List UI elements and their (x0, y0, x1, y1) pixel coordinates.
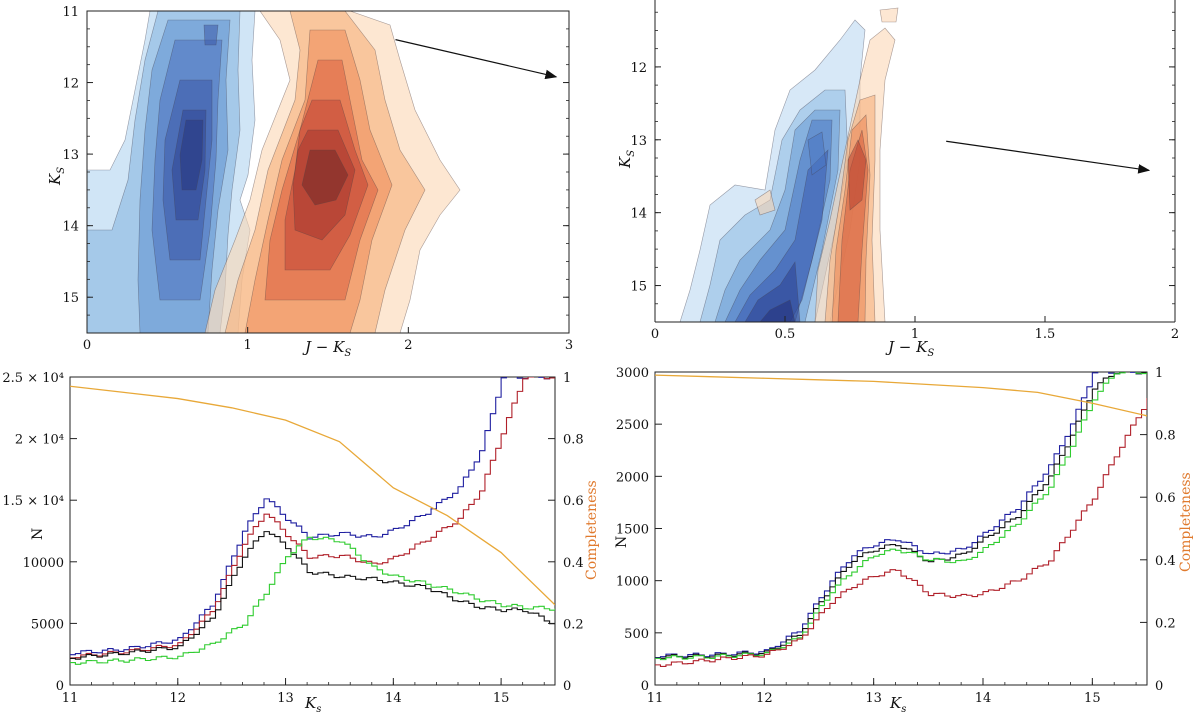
y-tick-label: 0 (56, 679, 64, 694)
y-tick-label: 12 (630, 61, 647, 76)
y2-tick-label: 0.4 (1155, 554, 1176, 569)
reddening-arrow-top-right (946, 140, 1151, 174)
y2-tick-label: 0.2 (563, 617, 584, 632)
histogram-series-line (655, 398, 1147, 668)
x-tick-label: 15 (1084, 691, 1101, 706)
reddening-arrow-top-left (395, 39, 558, 80)
x-tick-label: 2 (1171, 327, 1179, 342)
y-tick-label: 1500 (616, 523, 649, 538)
y-tick-label: 2 × 10⁴ (15, 433, 64, 448)
completeness-curve (70, 385, 555, 606)
x-tick-label: 3 (565, 338, 573, 353)
y2-tick-label: 0.2 (1155, 616, 1176, 631)
red-contours-top-right (754, 7, 899, 322)
x-tick-label: 1.5 (1035, 327, 1056, 342)
y2-tick-label: 0.8 (1155, 429, 1176, 444)
histogram-series-line (70, 531, 555, 660)
y2-tick-label: 1 (1155, 366, 1163, 381)
x-tick-label: 13 (277, 691, 294, 706)
x-tick-label: 14 (975, 691, 992, 706)
blue-contours-top-left (87, 11, 256, 333)
xlabel-bottom-right: Ks (889, 694, 906, 715)
xlabel-bottom-left: Ks (304, 694, 321, 715)
histogram-series-line (70, 377, 555, 659)
x-tick-label: 0.5 (775, 327, 796, 342)
red-contours-top-left (204, 11, 461, 333)
y-tick-label: 13 (62, 148, 79, 163)
y-tick-label: 500 (624, 627, 649, 642)
x-tick-label: 14 (385, 691, 402, 706)
panel-bottom-right-histogram: 11 12 13 14 15 0 500 1000 1500 2000 2500 3000 0 0.2 0.… (614, 366, 1194, 715)
histogram-series-line (70, 536, 555, 665)
y2-tick-label: 0.6 (563, 494, 584, 509)
plot-bottom-right (655, 372, 1147, 668)
y-tick-label: 14 (630, 207, 647, 222)
histogram-series-line (655, 372, 1147, 661)
y-tick-label: 12 (62, 77, 79, 92)
y-tick-label: 15 (62, 291, 79, 306)
y2-tick-label: 0 (1155, 679, 1163, 694)
x-tick-label: 15 (493, 691, 510, 706)
ylabel-bottom-left: N (30, 528, 46, 540)
x-tick-label: 0 (651, 327, 659, 342)
y-tick-label: 5000 (31, 617, 64, 632)
y-tick-label: 13 (630, 134, 647, 149)
axes-frame-bottom-right (654, 371, 1148, 686)
y-tick-label: 2500 (616, 418, 649, 433)
contour-layers-top-left (87, 11, 461, 333)
x-tick-label: 11 (647, 691, 664, 706)
x-tick-label: 13 (865, 691, 882, 706)
y-tick-label: 11 (62, 5, 79, 20)
y-tick-label: 0 (641, 679, 649, 694)
y-tick-label: 15 (630, 280, 647, 295)
x-tick-label: 11 (62, 691, 79, 706)
x-tick-label: 12 (170, 691, 187, 706)
ylabel-top-left: KS (46, 167, 67, 186)
panel-bottom-left-histogram: 11 12 13 14 15 0 5000 10000 1.5 × 10⁴ 2 × 10⁴ 2.5 … (2, 371, 600, 715)
ylabel-bottom-right: N (614, 536, 630, 548)
xlabel-top-left: J − KS (302, 338, 351, 359)
y-tick-label: 2.5 × 10⁴ (2, 371, 64, 386)
y2-tick-label: 0.6 (1155, 491, 1176, 506)
contour-layers-top-right (679, 7, 899, 322)
x-tick-label: 0 (83, 338, 91, 353)
x-tick-label: 2 (404, 338, 412, 353)
panel-top-right-cmd: 0 0.5 1 1.5 2 12 13 14 15 J − KS KS (616, 0, 1179, 359)
y-tick-label: 10000 (23, 556, 64, 571)
histogram-series-line (655, 372, 1147, 659)
axes-frame-bottom-left (69, 376, 556, 686)
xlabel-top-right: J − KS (885, 338, 934, 359)
histogram-series-line (655, 372, 1147, 659)
y-tick-label: 1000 (616, 575, 649, 590)
x-tick-label: 1 (244, 338, 252, 353)
y2-tick-label: 0.4 (563, 556, 584, 571)
ticks-bottom-right: 11 12 13 14 15 0 500 1000 1500 2000 2500 3000 0 0.2 0.… (616, 366, 1176, 706)
plot-bottom-left (70, 377, 555, 665)
y2-tick-label: 0.8 (563, 433, 584, 448)
ticks-top-right: 0 0.5 1 1.5 2 12 13 14 15 (630, 11, 1179, 342)
histogram-series-line (70, 377, 555, 656)
y-tick-label: 14 (62, 220, 79, 235)
y-tick-label: 3000 (616, 366, 649, 381)
x-tick-label: 1 (911, 327, 919, 342)
y-tick-label: 1.5 × 10⁴ (2, 494, 64, 509)
completeness-curve (655, 374, 1147, 417)
ticks-bottom-left: 11 12 13 14 15 0 5000 10000 1.5 × 10⁴ 2 × 10⁴ 2.5 … (2, 371, 583, 706)
ylabel-top-right: KS (616, 150, 637, 169)
y2label-bottom-left: Completeness (584, 480, 600, 580)
y-tick-label: 2000 (616, 470, 649, 485)
y2-tick-label: 0 (563, 679, 571, 694)
x-tick-label: 12 (756, 691, 773, 706)
y2label-bottom-right: Completeness (1178, 472, 1194, 572)
y2-tick-label: 1 (563, 371, 571, 386)
